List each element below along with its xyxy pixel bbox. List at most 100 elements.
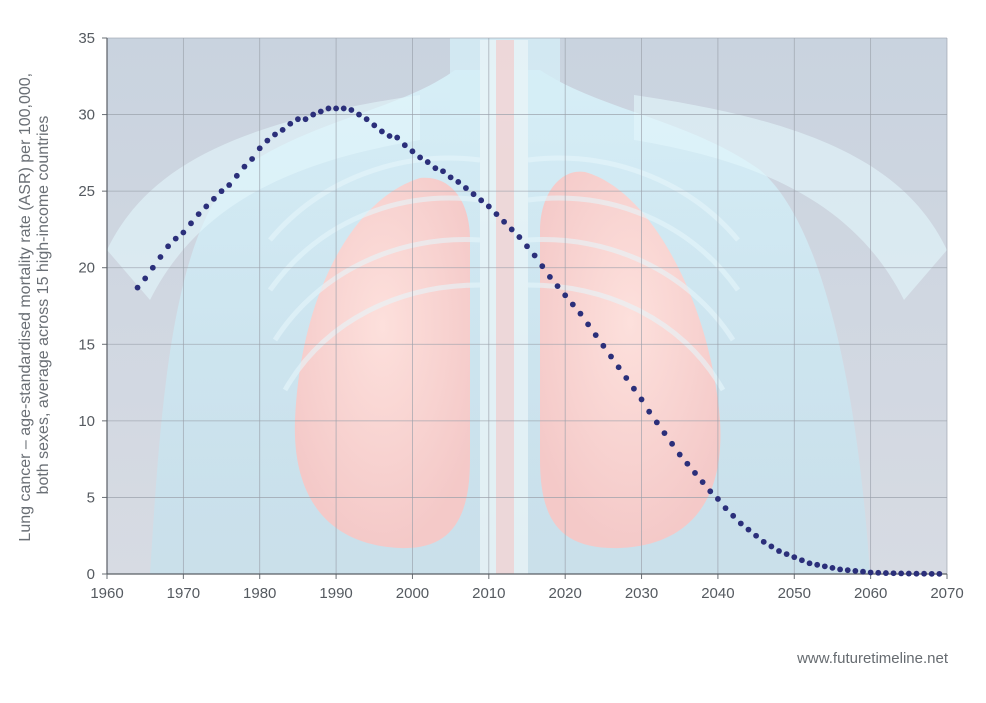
data-point bbox=[180, 229, 187, 236]
data-point bbox=[134, 284, 141, 291]
data-point bbox=[921, 570, 927, 577]
data-point bbox=[768, 543, 775, 550]
data-point bbox=[379, 128, 385, 135]
y-tick-label: 35 bbox=[78, 30, 95, 47]
data-point bbox=[646, 408, 653, 415]
data-point bbox=[806, 560, 813, 567]
data-point bbox=[493, 211, 500, 218]
data-point bbox=[325, 105, 332, 112]
data-point bbox=[508, 226, 515, 233]
data-point bbox=[302, 116, 309, 123]
data-point bbox=[195, 211, 202, 218]
data-point bbox=[883, 570, 889, 576]
data-point bbox=[936, 570, 943, 577]
data-point bbox=[737, 520, 744, 527]
y-tick-label: 0 bbox=[87, 566, 95, 583]
data-point bbox=[172, 235, 179, 242]
data-point bbox=[776, 548, 782, 554]
y-axis-title-line-2: both sexes, average across 15 high-incom… bbox=[35, 116, 52, 495]
data-point bbox=[249, 156, 255, 162]
data-point bbox=[631, 385, 637, 392]
data-point bbox=[791, 554, 798, 561]
data-point bbox=[317, 108, 324, 115]
data-point bbox=[821, 563, 828, 570]
data-point bbox=[157, 254, 164, 260]
data-point bbox=[875, 569, 882, 576]
data-point bbox=[424, 159, 431, 165]
data-point bbox=[226, 182, 233, 188]
data-point bbox=[531, 252, 538, 259]
data-point bbox=[485, 203, 492, 210]
data-point bbox=[799, 557, 805, 564]
x-axis-tick-labels: 1960 1970 1980 1990 2000 2010 2020 2030 2040 2050… bbox=[90, 585, 963, 602]
data-point bbox=[867, 569, 874, 576]
data-point bbox=[692, 470, 698, 476]
data-point bbox=[463, 185, 469, 191]
data-point bbox=[272, 131, 278, 138]
data-point bbox=[356, 111, 362, 118]
data-point bbox=[333, 105, 339, 112]
x-tick-label: 2050 bbox=[778, 585, 811, 602]
data-point bbox=[569, 301, 576, 308]
y-axis-tick-labels: 0 5 10 15 20 25 30 35 bbox=[78, 30, 95, 583]
data-point bbox=[256, 145, 263, 152]
data-point bbox=[524, 243, 530, 250]
x-tick-label: 2000 bbox=[396, 585, 429, 602]
data-point bbox=[615, 364, 622, 371]
data-point bbox=[661, 430, 668, 437]
x-tick-label: 2070 bbox=[930, 585, 963, 602]
data-point bbox=[715, 496, 721, 502]
data-point bbox=[684, 460, 691, 467]
data-point bbox=[165, 243, 171, 250]
data-point bbox=[852, 568, 859, 574]
data-point bbox=[539, 263, 546, 270]
data-point bbox=[440, 168, 446, 175]
x-tick-label: 1960 bbox=[90, 585, 123, 602]
y-axis-title-line-1: Lung cancer – age-standardised mortality… bbox=[17, 73, 34, 542]
data-point bbox=[905, 570, 912, 577]
data-point bbox=[188, 220, 194, 227]
data-point bbox=[340, 105, 347, 112]
data-point bbox=[928, 570, 935, 577]
data-point bbox=[699, 479, 706, 486]
data-point bbox=[623, 375, 630, 381]
data-point bbox=[562, 292, 569, 299]
data-point bbox=[470, 191, 477, 198]
data-point bbox=[218, 188, 225, 195]
data-point bbox=[707, 488, 714, 495]
data-point bbox=[676, 451, 683, 458]
data-point bbox=[478, 197, 485, 204]
x-tick-label: 1980 bbox=[243, 585, 276, 602]
data-point bbox=[669, 440, 675, 447]
chest-xray-illustration bbox=[107, 38, 947, 574]
data-point bbox=[722, 505, 729, 512]
data-point bbox=[753, 532, 759, 539]
data-point bbox=[860, 568, 866, 575]
y-tick-label: 15 bbox=[78, 336, 95, 353]
x-tick-label: 2040 bbox=[701, 585, 734, 602]
data-point bbox=[516, 234, 523, 240]
source-credit: www.futuretimeline.net bbox=[797, 650, 948, 667]
data-point bbox=[730, 512, 737, 519]
data-point bbox=[653, 419, 660, 426]
data-point bbox=[745, 526, 752, 533]
y-tick-label: 30 bbox=[78, 107, 95, 124]
data-point bbox=[554, 283, 561, 289]
data-point bbox=[409, 148, 416, 155]
y-tick-label: 10 bbox=[78, 413, 95, 430]
data-point bbox=[844, 567, 851, 574]
data-point bbox=[279, 126, 286, 133]
y-axis-title: Lung cancer – age-standardised mortality… bbox=[17, 68, 52, 541]
data-point bbox=[348, 107, 355, 113]
x-tick-label: 1970 bbox=[167, 585, 200, 602]
data-point bbox=[394, 134, 401, 141]
data-point bbox=[287, 120, 294, 127]
data-point bbox=[447, 174, 454, 181]
data-point bbox=[149, 264, 156, 271]
x-tick-label: 2030 bbox=[625, 585, 658, 602]
data-point bbox=[890, 570, 897, 577]
x-tick-label: 1990 bbox=[319, 585, 352, 602]
data-point bbox=[417, 154, 423, 161]
data-point bbox=[233, 172, 240, 179]
